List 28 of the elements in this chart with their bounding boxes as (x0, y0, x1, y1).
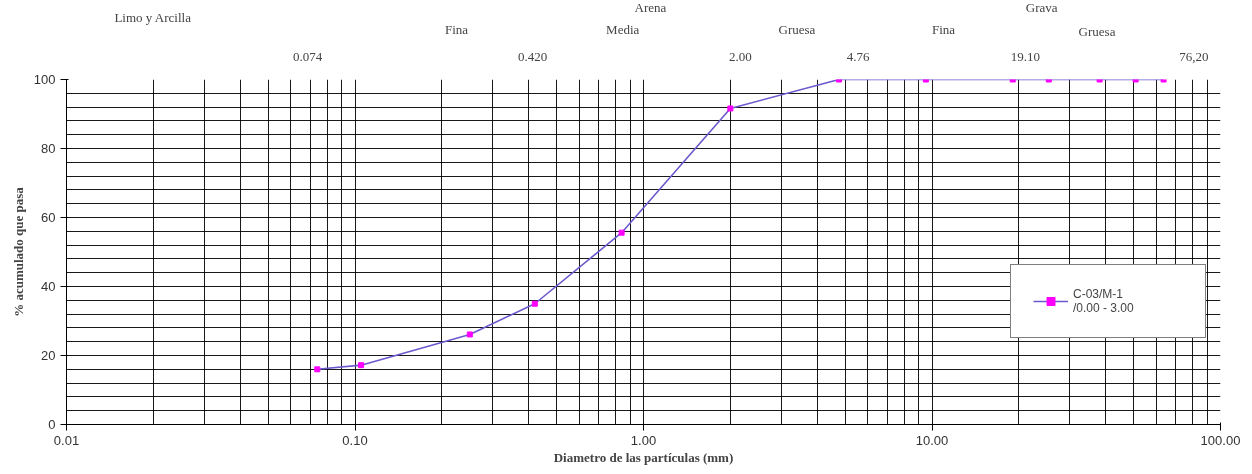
text: 0.420 (518, 48, 548, 64)
text: 76,20 (1179, 48, 1209, 64)
x-tick-label: 100.00 (1200, 432, 1241, 448)
y-tick-label: 100 (33, 72, 56, 87)
y-axis-title: % acumulado que pasa (10, 186, 26, 317)
y-tick-label: 20 (41, 348, 56, 363)
y-tick-label: 0 (48, 417, 56, 432)
legend-label: C-03/M-1 /0.00 - 3.00 (1073, 286, 1135, 315)
y-tick-label: 60 (41, 210, 56, 225)
text: Fina (445, 21, 469, 37)
y-tick-label: 40 (41, 279, 56, 294)
text: 0.074 (293, 48, 323, 64)
text: Gruesa (778, 21, 816, 37)
x-tick-label: 0.01 (53, 432, 80, 448)
text: Grava (1025, 0, 1058, 15)
text: Fina (931, 21, 956, 37)
x-tick-label: 0.10 (342, 432, 368, 448)
text: Gruesa (1078, 23, 1116, 39)
y-tick-label: 80 (41, 141, 56, 156)
text: 19.10 (1010, 48, 1041, 64)
text: Media (606, 21, 640, 37)
x-tick-label: 10.00 (915, 432, 949, 448)
text: Limo y Arcilla (114, 9, 192, 25)
x-tick-label: 1.00 (630, 432, 657, 448)
text: 4.76 (846, 48, 871, 64)
text: 2.00 (729, 48, 752, 64)
text: Arena (634, 0, 667, 15)
x-axis-title: Diametro de las partículas (mm) (553, 449, 734, 465)
